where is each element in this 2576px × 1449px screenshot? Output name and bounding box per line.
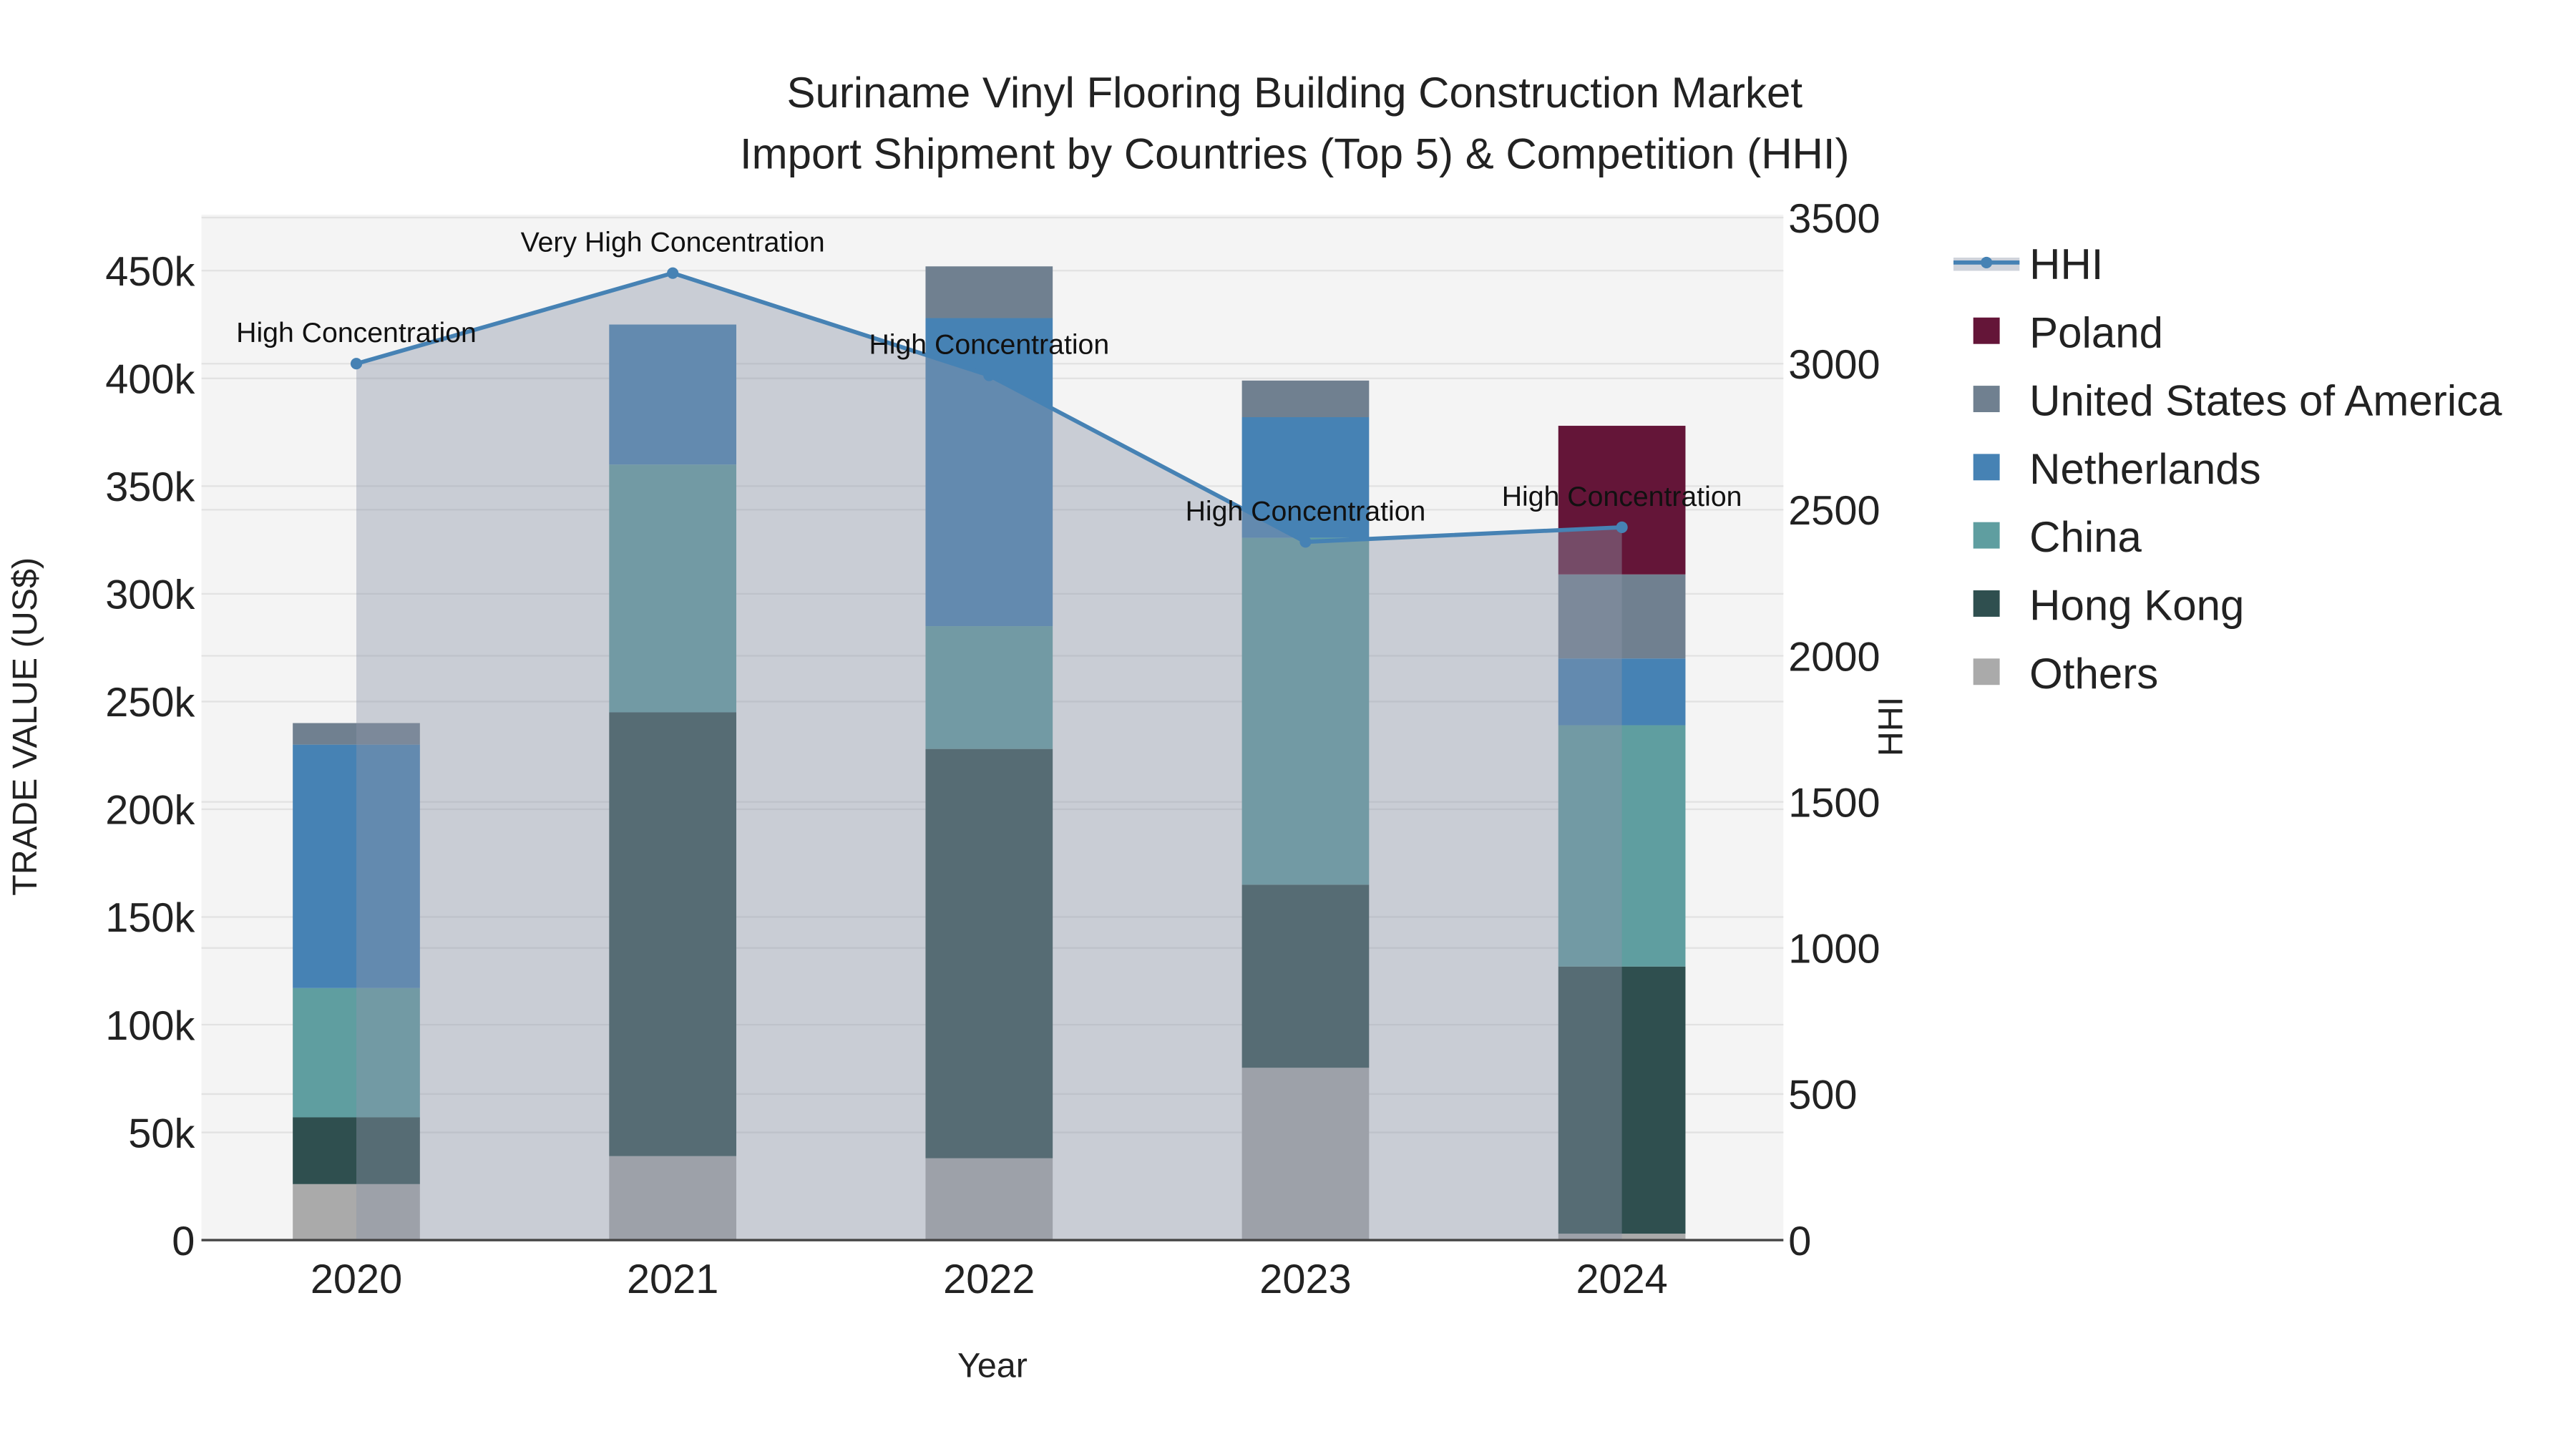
- legend-swatch: [1973, 386, 2000, 412]
- y-tick-label: 150k: [105, 895, 195, 941]
- bar-hong-kong-2024: [1558, 966, 1686, 1234]
- y2-tick-label: 3000: [1788, 342, 1880, 388]
- legend-label: China: [2029, 513, 2142, 561]
- bar-united-states-of-america-2020: [293, 723, 420, 745]
- bar-others-2022: [925, 1158, 1053, 1241]
- y-tick-label: 100k: [105, 1003, 195, 1049]
- bar-netherlands-2020: [293, 744, 420, 988]
- y-tick-label: 450k: [105, 249, 195, 295]
- hhi-point-2024: [1616, 521, 1628, 533]
- y2-tick-label: 2000: [1788, 634, 1880, 680]
- hhi-annotation: Very High Concentration: [521, 227, 825, 258]
- chart-title-line2: Import Shipment by Countries (Top 5) & C…: [740, 130, 1850, 177]
- bar-united-states-of-america-2022: [925, 266, 1053, 318]
- y2-tick-label: 2500: [1788, 488, 1880, 534]
- legend-label: Hong Kong: [2029, 582, 2244, 630]
- hhi-area: [356, 273, 1622, 1241]
- legend-hhi-marker: [1981, 256, 1993, 268]
- y-tick-label: 250k: [105, 680, 195, 726]
- bar-netherlands-2022: [925, 318, 1053, 627]
- legend-swatch: [1973, 454, 2000, 481]
- y-tick-label: 50k: [128, 1111, 195, 1156]
- y-tick-label: 400k: [105, 357, 195, 403]
- x-tick-label: 2021: [627, 1257, 718, 1302]
- hhi-annotation: High Concentration: [1502, 481, 1742, 512]
- y2-tick-label: 500: [1788, 1073, 1857, 1118]
- hhi-annotation: High Concentration: [1186, 495, 1426, 527]
- bar-others-2024: [1558, 1234, 1686, 1241]
- x-axis-ticks: 2020 2021 2022 2023 2024: [311, 1257, 1668, 1302]
- y-tick-label: 0: [172, 1219, 195, 1264]
- legend-swatch: [1973, 590, 2000, 617]
- legend-label: HHI: [2029, 240, 2103, 288]
- chart-title-line1: Suriname Vinyl Flooring Building Constru…: [786, 69, 1802, 117]
- bar-china-2022: [925, 626, 1053, 749]
- y2-tick-label: 0: [1788, 1219, 1811, 1264]
- bar-hong-kong-2020: [293, 1117, 420, 1184]
- hhi-series: High Concentration Very High Concentratio…: [236, 227, 1742, 1241]
- y-tick-label: 350k: [105, 464, 195, 510]
- bar-united-states-of-america-2024: [1558, 574, 1686, 659]
- y2-axis-title: HHI: [1871, 697, 1910, 756]
- bar-china-2021: [609, 464, 736, 713]
- bars: [293, 266, 1686, 1241]
- bar-china-2023: [1241, 537, 1370, 885]
- y-tick-label: 200k: [105, 788, 195, 834]
- hhi-annotation: High Concentration: [869, 329, 1109, 361]
- x-tick-label: 2022: [943, 1257, 1035, 1302]
- y2-tick-label: 3500: [1788, 196, 1880, 242]
- bar-others-2023: [1241, 1068, 1370, 1241]
- y2-tick-label: 1500: [1788, 780, 1880, 826]
- legend-swatch: [1973, 658, 2000, 686]
- bar-poland-2024: [1558, 426, 1686, 575]
- bar-netherlands-2024: [1558, 658, 1686, 726]
- bar-hong-kong-2023: [1241, 884, 1370, 1068]
- bar-netherlands-2021: [609, 324, 736, 465]
- y2-tick-label: 1000: [1788, 927, 1880, 972]
- legend-swatch: [1973, 317, 2000, 344]
- bar-others-2020: [293, 1184, 420, 1241]
- legend-label: Netherlands: [2029, 445, 2261, 493]
- hhi-point-2023: [1299, 536, 1312, 548]
- hhi-point-2022: [983, 369, 995, 381]
- bar-united-states-of-america-2023: [1241, 380, 1370, 418]
- legend: HHI Poland United States of America Netherl…: [1953, 240, 2502, 698]
- hhi-annotation: High Concentration: [236, 317, 477, 348]
- y-tick-label: 300k: [105, 572, 195, 618]
- x-tick-label: 2023: [1259, 1257, 1351, 1302]
- hhi-point-2021: [667, 267, 679, 279]
- bar-hong-kong-2021: [609, 712, 736, 1156]
- x-tick-label: 2020: [311, 1257, 402, 1302]
- hhi-point-2020: [350, 358, 363, 370]
- bar-china-2020: [293, 987, 420, 1118]
- x-tick-label: 2024: [1576, 1257, 1667, 1302]
- legend-label: Poland: [2029, 308, 2163, 356]
- legend-swatch: [1973, 522, 2000, 549]
- bar-china-2024: [1558, 725, 1686, 967]
- y2-axis-ticks: 0 500 1000 1500 2000 2500 3000 3500: [1788, 196, 1880, 1264]
- legend-label: United States of America: [2029, 377, 2502, 425]
- y-axis-title: TRADE VALUE (US$): [6, 557, 44, 896]
- bar-others-2021: [609, 1156, 736, 1241]
- x-axis-title: Year: [957, 1347, 1028, 1385]
- legend-label: Others: [2029, 650, 2158, 698]
- y-axis-ticks: 0 50k 100k 150k 200k 250k 300k 350k 400k 450k: [105, 249, 195, 1264]
- bar-hong-kong-2022: [925, 748, 1053, 1158]
